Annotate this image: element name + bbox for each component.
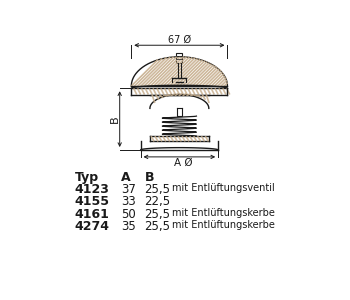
Text: 35: 35 [121, 220, 136, 233]
Text: mit Entlüftungsventil: mit Entlüftungsventil [172, 183, 274, 193]
Text: 25,5: 25,5 [145, 183, 170, 196]
Text: mit Entlüftungskerbe: mit Entlüftungskerbe [172, 220, 274, 230]
Text: 67 Ø: 67 Ø [168, 34, 191, 44]
Text: 25,5: 25,5 [145, 220, 170, 233]
Text: B: B [110, 115, 120, 123]
Text: 22,5: 22,5 [145, 195, 171, 208]
Text: 33: 33 [121, 195, 136, 208]
Text: A: A [121, 171, 131, 184]
Text: 4123: 4123 [75, 183, 110, 196]
Text: mit Entlüftungskerbe: mit Entlüftungskerbe [172, 208, 274, 218]
Text: 4161: 4161 [75, 208, 110, 221]
Bar [176, 53, 182, 63]
Text: 37: 37 [121, 183, 136, 196]
Text: 25,5: 25,5 [145, 208, 170, 221]
Text: 50: 50 [121, 208, 136, 221]
Text: 4155: 4155 [75, 195, 110, 208]
Text: Typ: Typ [75, 171, 99, 184]
Text: A Ø: A Ø [174, 158, 192, 168]
Text: B: B [145, 171, 154, 184]
Text: 4274: 4274 [75, 220, 110, 233]
